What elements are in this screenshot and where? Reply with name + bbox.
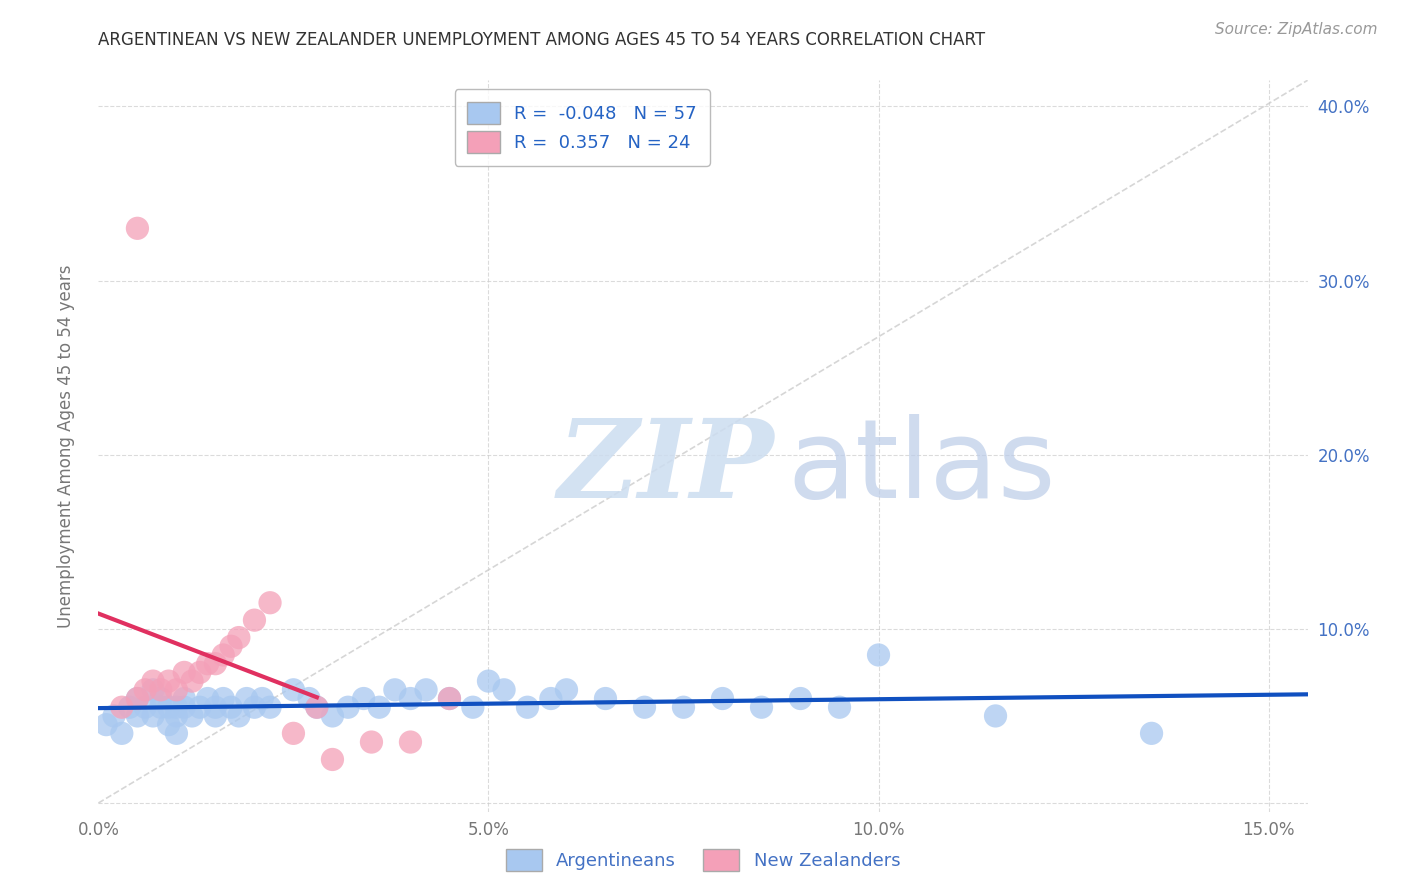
Point [516, 700, 538, 714]
Point [305, 700, 328, 714]
Point [142, 709, 165, 723]
Point [111, 726, 134, 740]
Point [828, 700, 851, 714]
Point [751, 700, 773, 714]
Point [96, 717, 118, 731]
Point [461, 700, 484, 714]
Point [165, 682, 187, 697]
Point [984, 709, 1007, 723]
Point [305, 700, 328, 714]
Point [127, 709, 149, 723]
Point [134, 682, 156, 697]
Point [259, 596, 281, 610]
Point [298, 691, 321, 706]
Point [337, 700, 360, 714]
Point [633, 700, 655, 714]
Point [142, 674, 165, 689]
Point [165, 726, 187, 740]
Point [353, 691, 375, 706]
Point [595, 691, 617, 706]
Point [360, 735, 382, 749]
Point [197, 657, 219, 671]
Point [204, 657, 226, 671]
Point [415, 682, 437, 697]
Point [157, 700, 180, 714]
Point [173, 691, 195, 706]
Point [540, 691, 562, 706]
Point [157, 674, 180, 689]
Point [789, 691, 811, 706]
Legend: Argentineans, New Zealanders: Argentineans, New Zealanders [499, 842, 907, 879]
Point [439, 691, 461, 706]
Point [321, 752, 343, 766]
Point [399, 735, 422, 749]
Point [197, 691, 219, 706]
Text: ARGENTINEAN VS NEW ZEALANDER UNEMPLOYMENT AMONG AGES 45 TO 54 YEARS CORRELATION : ARGENTINEAN VS NEW ZEALANDER UNEMPLOYMEN… [98, 31, 986, 49]
Point [494, 682, 516, 697]
Point [283, 726, 305, 740]
Point [204, 700, 226, 714]
Legend: R =  -0.048   N = 57, R =  0.357   N = 24: R = -0.048 N = 57, R = 0.357 N = 24 [454, 89, 710, 166]
Point [212, 691, 235, 706]
Point [384, 682, 406, 697]
Point [212, 648, 235, 662]
Y-axis label: Unemployment Among Ages 45 to 54 years: Unemployment Among Ages 45 to 54 years [56, 264, 75, 628]
Point [149, 691, 172, 706]
Point [149, 700, 172, 714]
Point [165, 709, 187, 723]
Point [368, 700, 391, 714]
Point [204, 709, 226, 723]
Point [149, 682, 172, 697]
Point [188, 665, 211, 680]
Point [181, 709, 204, 723]
Point [555, 682, 578, 697]
Point [173, 665, 195, 680]
Text: atlas: atlas [787, 415, 1056, 522]
Point [181, 674, 204, 689]
Point [868, 648, 890, 662]
Point [219, 640, 242, 654]
Point [672, 700, 695, 714]
Point [134, 700, 156, 714]
Point [127, 691, 149, 706]
Point [228, 631, 250, 645]
Point [243, 613, 266, 627]
Point [127, 221, 149, 235]
Text: ZIP: ZIP [558, 414, 775, 522]
Text: Source: ZipAtlas.com: Source: ZipAtlas.com [1215, 22, 1378, 37]
Point [173, 700, 195, 714]
Point [157, 717, 180, 731]
Point [103, 709, 125, 723]
Point [165, 700, 187, 714]
Point [228, 709, 250, 723]
Point [219, 700, 242, 714]
Point [259, 700, 281, 714]
Point [321, 709, 343, 723]
Point [1140, 726, 1163, 740]
Point [127, 691, 149, 706]
Point [243, 700, 266, 714]
Point [188, 700, 211, 714]
Point [283, 682, 305, 697]
Point [477, 674, 499, 689]
Point [111, 700, 134, 714]
Point [252, 691, 274, 706]
Point [399, 691, 422, 706]
Point [118, 700, 141, 714]
Point [235, 691, 257, 706]
Point [142, 682, 165, 697]
Point [439, 691, 461, 706]
Point [711, 691, 734, 706]
